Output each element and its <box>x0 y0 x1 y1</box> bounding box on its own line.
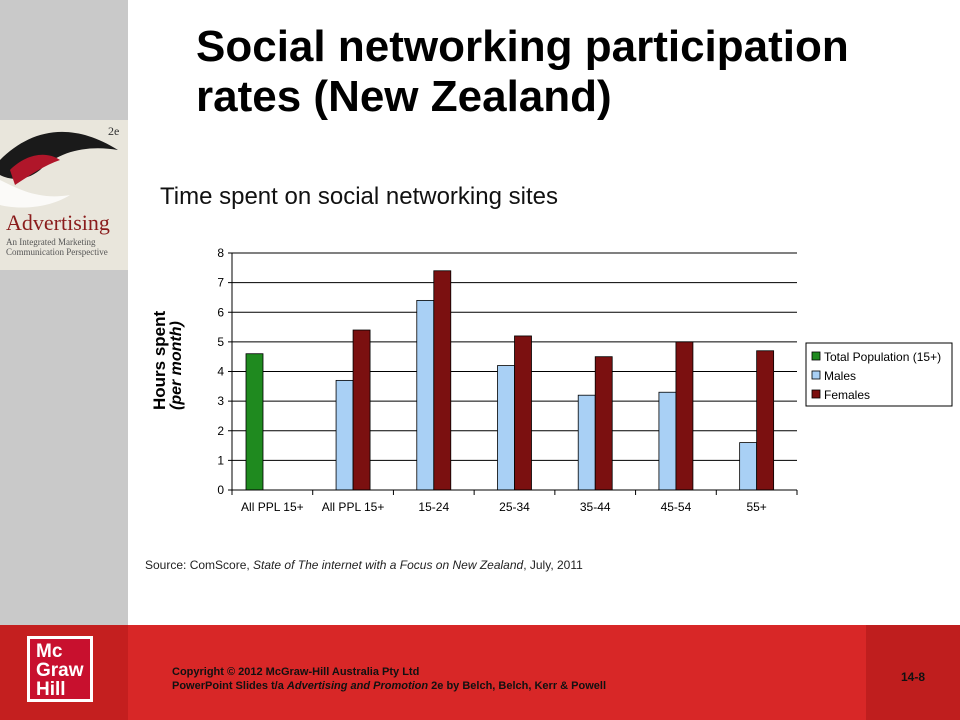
logo-line: Graw <box>36 660 84 681</box>
x-tick-label: 45-54 <box>661 500 692 514</box>
x-tick-label: 55+ <box>746 500 766 514</box>
source-title: State of The internet with a Focus on Ne… <box>253 558 524 572</box>
y-tick-label: 0 <box>217 483 224 497</box>
x-tick-label: 35-44 <box>580 500 611 514</box>
logo-line: Mc <box>36 641 63 662</box>
copyright-line2-prefix: PowerPoint Slides t/a <box>172 680 287 692</box>
bar <box>433 270 452 491</box>
footer-bar <box>0 625 960 720</box>
legend-swatch <box>811 370 821 380</box>
book-cover-image: 2e Advertising An Integrated Marketing C… <box>0 120 128 270</box>
bar <box>658 391 677 491</box>
book-title: Advertising <box>6 210 110 235</box>
legend-swatch <box>811 351 821 361</box>
page-number: 14-8 <box>900 670 926 684</box>
left-sidebar <box>0 0 128 625</box>
cover-art-illustration <box>0 131 118 208</box>
bar <box>245 353 264 491</box>
y-tick-label: 7 <box>217 276 224 290</box>
bar-chart: 0 1 2 3 4 5 6 7 8 All PPL 15+ All PPL 15+ 15-24 25-3… <box>217 246 953 514</box>
copyright-line2: PowerPoint Slides t/a Advertising and Pr… <box>172 679 606 693</box>
y-tick-label: 5 <box>217 335 224 349</box>
y-tick-label: 2 <box>217 424 224 438</box>
bar <box>335 379 354 491</box>
bar <box>594 356 613 491</box>
legend-swatch <box>811 389 821 399</box>
bar <box>739 442 758 491</box>
copyright-book-title: Advertising and Promotion <box>286 680 429 692</box>
source-suffix: , July, 2011 <box>523 558 583 572</box>
source-note: Source: ComScore, State of The internet … <box>145 558 583 572</box>
bars <box>245 270 775 491</box>
y-tick-label: 1 <box>217 453 224 467</box>
footer-page-panel <box>866 625 960 720</box>
source-prefix: Source: ComScore, <box>145 558 254 572</box>
bar <box>497 365 515 491</box>
x-tick-label: All PPL 15+ <box>322 500 385 514</box>
book-subtitle: An Integrated Marketing Communication Pe… <box>6 237 108 257</box>
book-edition: 2e <box>108 124 120 138</box>
copyright-line1: Copyright © 2012 McGraw-Hill Australia P… <box>172 666 420 678</box>
bar <box>675 341 694 491</box>
legend-box <box>805 342 953 407</box>
x-tick-label: All PPL 15+ <box>241 500 304 514</box>
slide-title: Social networking participation rates (N… <box>196 22 849 121</box>
y-tick-label: 8 <box>217 246 224 260</box>
chart-heading: Time spent on social networking sites <box>160 183 558 210</box>
legend-label: Males <box>824 369 856 383</box>
x-tick-label: 15-24 <box>418 500 449 514</box>
y-tick-label: 3 <box>217 394 224 408</box>
logo-line: Hill <box>36 679 66 700</box>
bar <box>352 329 371 491</box>
axes: 0 1 2 3 4 5 6 7 8 All PPL 15+ All PPL 15+ 15-24 25-3… <box>217 246 798 514</box>
bar <box>756 350 775 491</box>
bar <box>514 335 532 491</box>
legend-label: Total Population (15+) <box>824 350 941 364</box>
copyright-text: Copyright © 2012 McGraw-Hill Australia P… <box>172 665 606 693</box>
y-tick-label: 4 <box>217 365 224 379</box>
x-tick-label: 25-34 <box>499 500 530 514</box>
bar <box>577 394 596 491</box>
legend-label: Females <box>824 388 870 402</box>
legend: Total Population (15+) Males Females <box>805 342 953 407</box>
y-tick-label: 6 <box>217 305 224 319</box>
bar <box>416 299 435 491</box>
mcgraw-hill-logo: Mc Graw Hill <box>27 636 93 702</box>
copyright-line2-suffix: 2e by Belch, Belch, Kerr & Powell <box>428 680 607 692</box>
